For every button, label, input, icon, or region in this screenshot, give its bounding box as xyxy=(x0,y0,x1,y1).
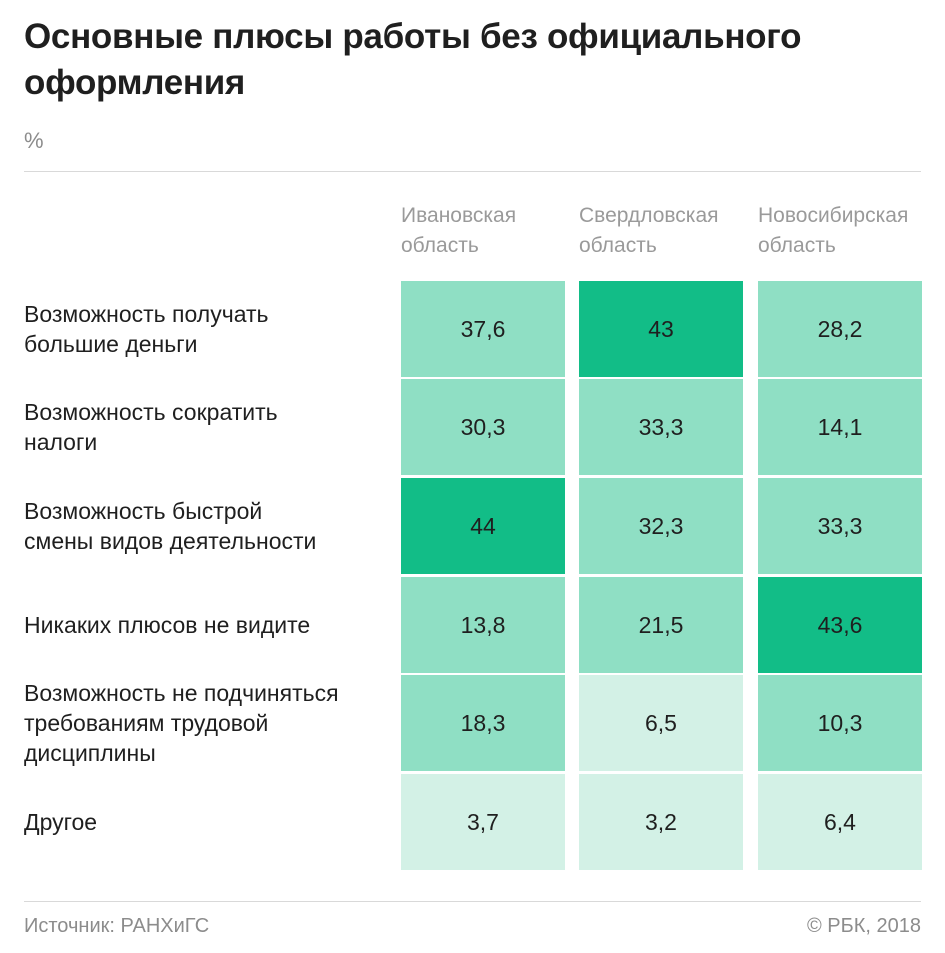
chart-title: Основные плюсы работы без официального о… xyxy=(24,17,802,102)
heatmap-cell: 43,6 xyxy=(758,577,922,673)
row-label: Возможность не подчиняться требованиям тр… xyxy=(24,675,394,771)
row-label-line: требованиям трудовой xyxy=(24,710,269,736)
heatmap-cell: 14,1 xyxy=(758,379,922,475)
heatmap-cell: 3,2 xyxy=(579,774,743,870)
column-header: Новосибирская область xyxy=(758,201,928,261)
cell-value: 21,5 xyxy=(638,611,684,638)
heatmap-cell: 21,5 xyxy=(579,577,743,673)
column-header-line: Ивановская xyxy=(401,204,517,227)
heatmap-cell: 10,3 xyxy=(758,675,922,771)
cell-value: 30,3 xyxy=(460,413,506,440)
cell-value: 37,6 xyxy=(460,315,506,342)
row-label: Другое xyxy=(24,774,394,870)
cell-value: 43,6 xyxy=(817,611,863,638)
column-header-line: Новосибирская xyxy=(758,204,909,227)
heatmap-cell: 44 xyxy=(401,478,565,574)
column-header-line: область xyxy=(401,234,479,257)
cell-value: 18,3 xyxy=(460,709,506,736)
cell-value: 32,3 xyxy=(638,512,684,539)
heatmap-cell: 6,4 xyxy=(758,774,922,870)
source-note: Источник: РАНХиГС xyxy=(24,915,210,937)
row-label-line: большие деньги xyxy=(24,331,198,357)
cell-value: 3,2 xyxy=(645,808,677,835)
column-header: Свердловская область xyxy=(579,201,749,261)
row-label-line: Возможность не подчиняться xyxy=(24,680,339,706)
unit-label: % xyxy=(24,128,44,153)
row-label-line: Возможность быстрой xyxy=(24,498,263,524)
cell-value: 10,3 xyxy=(817,709,863,736)
heatmap-cell: 33,3 xyxy=(758,478,922,574)
heatmap-cell: 30,3 xyxy=(401,379,565,475)
row-label-line: налоги xyxy=(24,429,98,455)
top-divider xyxy=(24,171,921,172)
heatmap-cell: 32,3 xyxy=(579,478,743,574)
heatmap-cell: 33,3 xyxy=(579,379,743,475)
cell-value: 44 xyxy=(470,512,496,539)
cell-value: 13,8 xyxy=(460,611,506,638)
heatmap-cell: 37,6 xyxy=(401,281,565,377)
bottom-divider xyxy=(24,901,921,902)
heatmap-cell: 28,2 xyxy=(758,281,922,377)
cell-value: 43 xyxy=(648,315,674,342)
column-header-line: Свердловская xyxy=(579,204,719,227)
row-label-line: смены видов деятельности xyxy=(24,528,317,554)
heatmap-cell: 3,7 xyxy=(401,774,565,870)
cell-value: 14,1 xyxy=(817,413,863,440)
row-label: Возможность получать большие деньги xyxy=(24,281,394,377)
row-label: Возможность быстрой смены видов деятельно… xyxy=(24,478,394,574)
row-label-line: Никаких плюсов не видите xyxy=(24,612,311,638)
cell-value: 28,2 xyxy=(817,315,863,342)
row-label: Никаких плюсов не видите xyxy=(24,577,394,673)
heatmap-cell: 43 xyxy=(579,281,743,377)
cell-value: 3,7 xyxy=(467,808,499,835)
heatmap-cell: 6,5 xyxy=(579,675,743,771)
cell-value: 6,4 xyxy=(824,808,856,835)
heatmap-cell: 18,3 xyxy=(401,675,565,771)
column-header-line: область xyxy=(579,234,657,257)
row-label-line: Возможность получать xyxy=(24,301,269,327)
cell-value: 33,3 xyxy=(817,512,863,539)
row-label-line: Возможность сократить xyxy=(24,399,278,425)
column-header-line: область xyxy=(758,234,836,257)
copyright-note: © РБК, 2018 xyxy=(806,915,921,937)
cell-value: 33,3 xyxy=(638,413,684,440)
heatmap-cell: 13,8 xyxy=(401,577,565,673)
row-label-line: дисциплины xyxy=(24,740,156,766)
column-header: Ивановская область xyxy=(401,201,571,261)
row-label-line: Другое xyxy=(24,809,98,835)
row-label: Возможность сократить налоги xyxy=(24,379,394,475)
cell-value: 6,5 xyxy=(645,709,677,736)
